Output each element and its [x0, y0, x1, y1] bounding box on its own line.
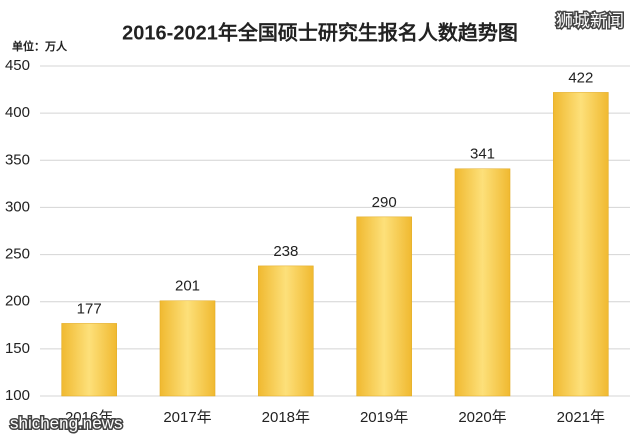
data-label: 238 [273, 243, 298, 260]
x-tick-label: 2018年 [262, 409, 310, 426]
watermark: 狮城新闻 [556, 11, 624, 30]
y-tick-label: 350 [5, 151, 30, 168]
data-label: 422 [568, 69, 593, 86]
y-tick-label: 250 [5, 246, 30, 263]
y-tick-label: 400 [5, 104, 30, 121]
bar [553, 92, 609, 397]
data-label: 341 [470, 146, 495, 163]
x-tick-label: 2021年 [557, 409, 605, 426]
bar [61, 323, 117, 397]
bar [258, 265, 314, 397]
y-tick-label: 300 [5, 198, 30, 215]
watermark: shicheng.news [10, 413, 122, 432]
data-label: 290 [372, 194, 397, 211]
y-tick-label: 200 [5, 293, 30, 310]
y-tick-label: 100 [5, 387, 30, 404]
bar [454, 168, 511, 397]
data-label: 201 [175, 278, 200, 295]
plot: 100 150 200 250 300 350 400 450 2016年 177 2017年 201… [5, 57, 630, 426]
unit-label: 单位：万人 [12, 39, 68, 53]
x-tick-label: 2016年 [65, 409, 113, 426]
y-tick-label: 450 [5, 57, 30, 74]
chart-title: 2016-2021年全国硕士研究生报名人数趋势图 [122, 20, 518, 44]
x-tick-label: 2017年 [163, 409, 211, 426]
bar [159, 300, 216, 397]
bar [356, 216, 412, 397]
y-tick-label: 150 [5, 340, 30, 357]
data-label: 177 [77, 300, 102, 317]
x-tick-label: 2020年 [458, 409, 506, 426]
x-tick-label: 2019年 [360, 409, 408, 426]
